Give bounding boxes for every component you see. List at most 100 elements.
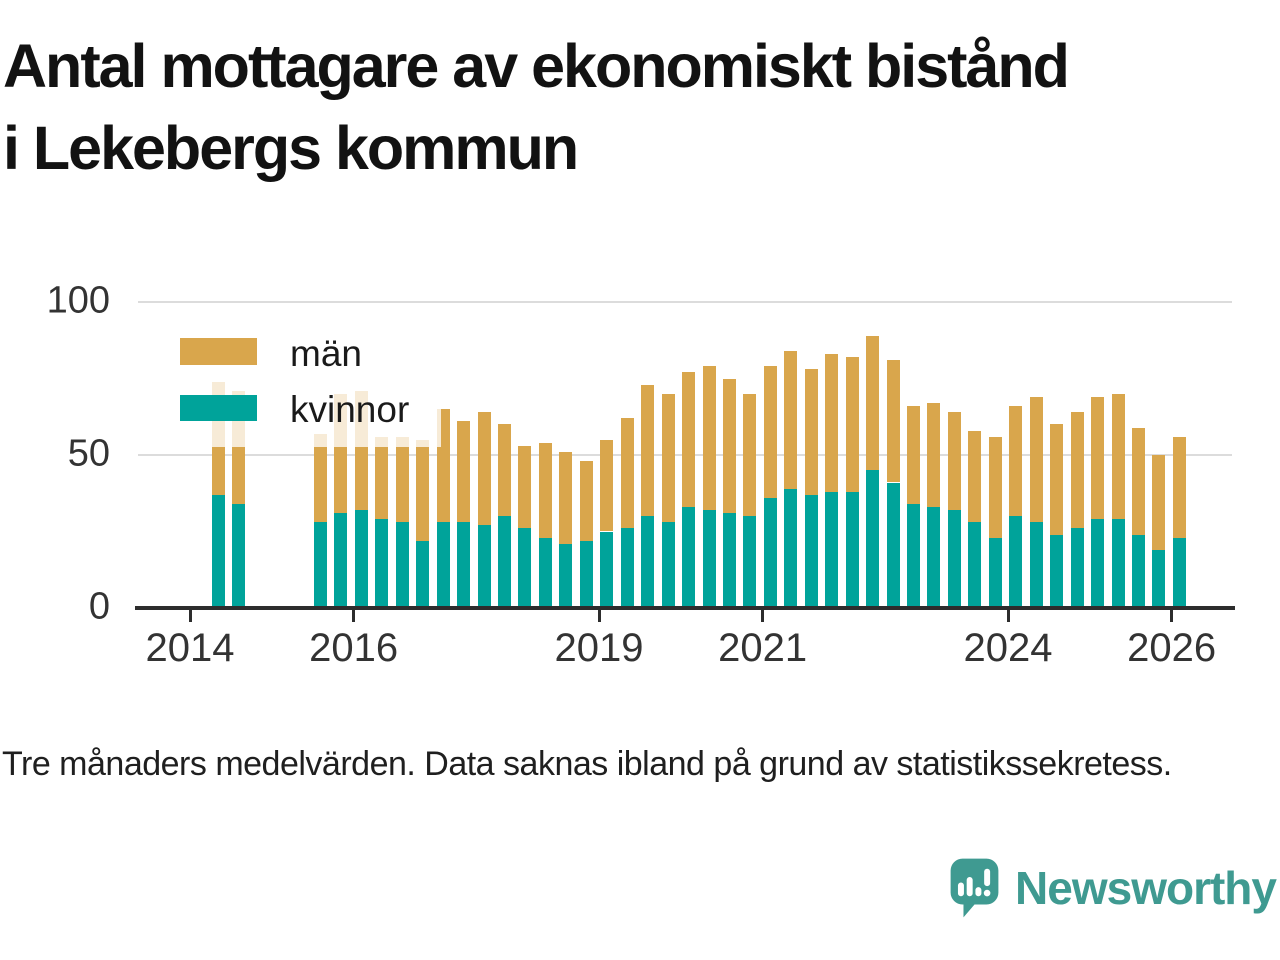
bar-segment-kvinnor bbox=[641, 516, 655, 608]
bar-segment-kvinnor bbox=[477, 525, 491, 608]
bar-segment-man bbox=[579, 461, 593, 541]
bar-segment-man bbox=[1091, 396, 1104, 520]
bar-segment-kvinnor bbox=[1172, 537, 1186, 608]
legend-label-women: kvinnor bbox=[290, 389, 410, 430]
y-tick-label-0: 0 bbox=[88, 585, 110, 628]
x-tick-mark bbox=[1170, 610, 1174, 622]
bar-segment-kvinnor bbox=[538, 537, 552, 608]
bar-segment-kvinnor bbox=[211, 494, 225, 608]
x-tick-mark bbox=[597, 610, 601, 622]
y-tick-label-100: 100 bbox=[46, 279, 110, 322]
bar-segment-kvinnor bbox=[702, 510, 716, 608]
bar-segment-man bbox=[375, 436, 389, 520]
bar-segment-man bbox=[1029, 396, 1043, 523]
brand-lockup: Newsworthy bbox=[946, 854, 1277, 922]
x-tick-mark bbox=[761, 610, 765, 622]
x-tick-label-2016: 2016 bbox=[309, 626, 399, 670]
bar-segment-kvinnor bbox=[763, 497, 777, 608]
bar-segment-man bbox=[1050, 424, 1064, 535]
bar-segment-kvinnor bbox=[1131, 534, 1145, 608]
bar-segment-man bbox=[395, 436, 409, 523]
bar-segment-man bbox=[620, 418, 634, 529]
bar-segment-man bbox=[682, 372, 695, 507]
bar-segment-man bbox=[804, 369, 818, 495]
bar-segment-man bbox=[947, 412, 961, 511]
x-tick-label-2024: 2024 bbox=[963, 626, 1053, 670]
bar-segment-kvinnor bbox=[457, 522, 471, 608]
x-tick-mark bbox=[1006, 610, 1010, 622]
bar-segment-man bbox=[1009, 406, 1023, 517]
bar-segment-kvinnor bbox=[866, 470, 880, 608]
legend-swatch-men bbox=[180, 338, 257, 365]
bar-segment-man bbox=[722, 378, 736, 514]
bar-segment-man bbox=[968, 430, 982, 523]
bar-segment-kvinnor bbox=[313, 522, 327, 608]
bar-segment-kvinnor bbox=[579, 540, 593, 608]
bar-segment-kvinnor bbox=[559, 543, 573, 608]
bar-segment-man bbox=[907, 406, 920, 504]
y-tick-label-50: 50 bbox=[67, 432, 110, 475]
bar-segment-kvinnor bbox=[375, 519, 389, 608]
bar-segment-kvinnor bbox=[620, 528, 634, 608]
bar-segment-kvinnor bbox=[518, 528, 532, 608]
bar-segment-man bbox=[825, 354, 839, 492]
bar-segment-kvinnor bbox=[416, 540, 430, 608]
gridline-100 bbox=[138, 301, 1232, 303]
bar-segment-kvinnor bbox=[1152, 549, 1166, 608]
bar-segment-man bbox=[784, 351, 798, 489]
bar-segment-man bbox=[845, 357, 859, 492]
bar-segment-man bbox=[600, 439, 614, 532]
bar-segment-kvinnor bbox=[845, 491, 859, 608]
bar-segment-kvinnor bbox=[804, 494, 818, 608]
footnote: Tre månaders medelvärden. Data saknas ib… bbox=[2, 745, 1172, 783]
bar-segment-man bbox=[416, 439, 430, 541]
bar-segment-man bbox=[1152, 455, 1166, 550]
bar-segment-kvinnor bbox=[1050, 534, 1064, 608]
bar-segment-man bbox=[927, 403, 941, 507]
bar-segment-kvinnor bbox=[232, 504, 246, 608]
bar-segment-kvinnor bbox=[395, 522, 409, 608]
bar-segment-kvinnor bbox=[354, 510, 368, 608]
bar-segment-kvinnor bbox=[1029, 522, 1043, 608]
bar-segment-man bbox=[518, 445, 532, 529]
x-axis-line bbox=[135, 606, 1235, 610]
page-title: Antal mottagare av ekonomiskt bistånd i … bbox=[3, 26, 1070, 189]
bar-segment-man bbox=[661, 393, 675, 523]
x-tick-label-2026: 2026 bbox=[1127, 626, 1217, 670]
brand-name: Newsworthy bbox=[1015, 862, 1277, 914]
bar-segment-kvinnor bbox=[1070, 528, 1084, 608]
newsworthy-logo-icon bbox=[950, 858, 999, 918]
bar-segment-man bbox=[538, 442, 552, 538]
bar-segment-man bbox=[477, 412, 491, 526]
bar-segment-kvinnor bbox=[1111, 519, 1125, 608]
title-line-1: Antal mottagare av ekonomiskt bistånd bbox=[3, 32, 1070, 100]
bar-segment-man bbox=[641, 384, 655, 517]
bar-segment-man bbox=[498, 424, 511, 517]
bar-segment-man bbox=[1111, 393, 1125, 520]
x-tick-mark bbox=[352, 610, 356, 622]
bar-segment-man bbox=[457, 421, 471, 523]
bar-segment-man bbox=[1131, 427, 1145, 535]
bar-segment-kvinnor bbox=[886, 482, 900, 608]
bar-segment-kvinnor bbox=[907, 504, 920, 608]
bar-segment-kvinnor bbox=[825, 491, 839, 608]
bar-segment-kvinnor bbox=[661, 522, 675, 608]
bar-segment-kvinnor bbox=[947, 510, 961, 608]
legend-label-men: män bbox=[290, 333, 362, 374]
bar-segment-man bbox=[988, 436, 1002, 538]
chart-legend: män kvinnor bbox=[163, 325, 441, 447]
bar-segment-kvinnor bbox=[600, 531, 614, 608]
bar-segment-kvinnor bbox=[784, 488, 798, 608]
bar-segment-kvinnor bbox=[498, 516, 511, 608]
bar-segment-kvinnor bbox=[682, 507, 695, 608]
bar-segment-man bbox=[1070, 412, 1084, 529]
bar-segment-man bbox=[559, 451, 573, 544]
bar-segment-kvinnor bbox=[968, 522, 982, 608]
bar-segment-man bbox=[702, 366, 716, 511]
bar-segment-kvinnor bbox=[1009, 516, 1023, 608]
bar-segment-kvinnor bbox=[927, 507, 941, 608]
bar-segment-kvinnor bbox=[722, 513, 736, 608]
bar-segment-man bbox=[866, 335, 880, 471]
x-tick-label-2014: 2014 bbox=[145, 626, 235, 670]
